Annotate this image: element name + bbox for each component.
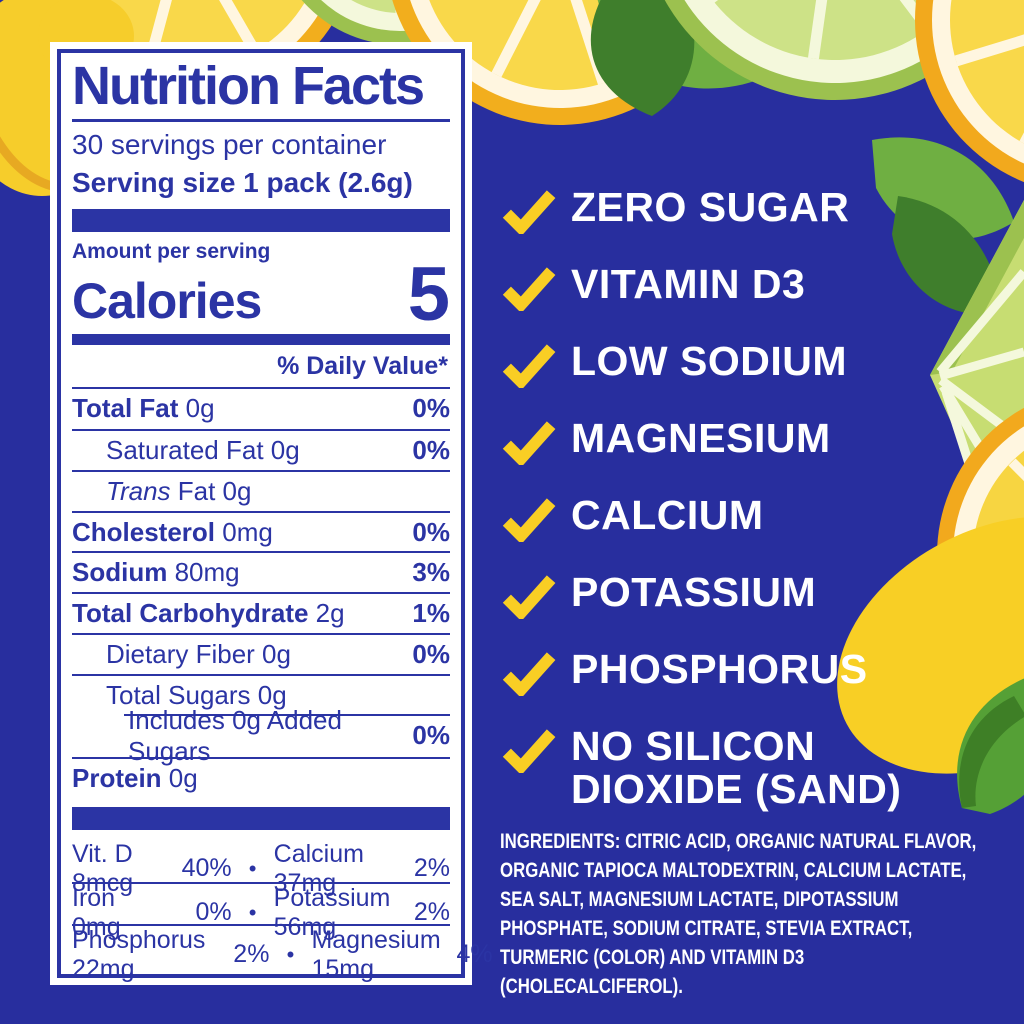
nutrient-row-protein: Protein 0g <box>72 757 450 798</box>
check-icon <box>502 652 556 696</box>
check-icon <box>502 267 556 311</box>
nutrient-row-cholesterol: Cholesterol 0mg 0% <box>72 510 450 552</box>
thick-bar <box>72 807 450 830</box>
nutrition-facts-title: Nutrition Facts <box>72 56 425 116</box>
nutrient-row-trans-fat: Trans Fat 0g <box>72 469 450 511</box>
medium-bar <box>72 334 450 345</box>
benefit-item: POTASSIUM <box>502 570 972 619</box>
benefit-item: MAGNESIUM <box>502 416 972 465</box>
calories-label: Calories <box>72 273 262 330</box>
lime-slice-icon <box>640 0 1024 100</box>
nutrition-facts-frame: Nutrition Facts 30 servings per containe… <box>57 49 493 983</box>
nutrient-row-saturated-fat: Saturated Fat 0g 0% <box>72 429 450 470</box>
benefit-item: CALCIUM <box>502 493 972 542</box>
amount-per-serving-label: Amount per serving <box>72 239 271 263</box>
leaf-icon <box>590 0 695 116</box>
nutrient-row-total-carbohydrate: Total Carbohydrate 2g 1% <box>72 592 450 633</box>
check-icon <box>502 344 556 388</box>
daily-value: 0% <box>412 393 450 424</box>
thick-bar <box>72 209 450 232</box>
micronutrient-row: Vit. D 8mcg 40% • Calcium 37mg 2% <box>72 839 450 897</box>
daily-value-header: % Daily Value* <box>72 345 450 389</box>
check-icon <box>502 498 556 542</box>
calories-row: Calories 5 <box>72 251 450 337</box>
nutrient-row-dietary-fiber: Dietary Fiber 0g 0% <box>72 632 450 674</box>
nutrient-row-sodium: Sodium 80mg 3% <box>72 551 450 592</box>
micronutrient-row: Iron 0mg 0% • Potassium 56mg 2% <box>72 881 450 941</box>
benefit-item: NO SILICON DIOXIDE (SAND) <box>502 724 972 812</box>
check-icon <box>502 190 556 234</box>
benefit-item: VITAMIN D3 <box>502 262 972 311</box>
nutrient-row-added-sugars: Includes 0g Added Sugars 0% <box>72 705 450 766</box>
divider <box>72 119 450 122</box>
benefits-list: ZERO SUGAR VITAMIN D3 LOW SODIUM MAGNESI… <box>502 185 972 812</box>
nutrient-row-total-fat: Total Fat 0g 0% <box>72 393 450 424</box>
check-icon <box>502 729 556 773</box>
ingredients-text: INGREDIENTS: CITRIC ACID, ORGANIC NATURA… <box>500 830 977 998</box>
bullet-separator: • <box>286 941 295 967</box>
leaf-icon <box>597 0 788 89</box>
ingredients-label: INGREDIENTS: <box>500 830 621 853</box>
daily-value: 3% <box>412 557 450 588</box>
nutrition-facts-panel: Nutrition Facts 30 servings per containe… <box>50 42 493 985</box>
micronutrient-table: Vit. D 8mcg 40% • Calcium 37mg 2% Iron 0… <box>72 839 493 983</box>
daily-value: 0% <box>412 638 450 669</box>
benefit-item: PHOSPHORUS <box>502 647 972 696</box>
daily-value: 0% <box>412 435 450 466</box>
benefit-item: ZERO SUGAR <box>502 185 972 234</box>
check-icon <box>502 421 556 465</box>
servings-per-container: 30 servings per container <box>72 128 387 160</box>
lime-slice-icon <box>301 0 499 45</box>
bullet-separator: • <box>248 855 257 881</box>
micronutrient-row: Phosphorus 22mg 2% • Magnesium 15mg 4% <box>72 923 493 983</box>
daily-value: 0% <box>412 720 450 751</box>
benefit-item: LOW SODIUM <box>502 339 972 388</box>
nutrient-row-total-sugars: Total Sugars 0g <box>72 673 450 715</box>
serving-size: Serving size 1 pack (2.6g) <box>72 167 413 199</box>
check-icon <box>502 575 556 619</box>
daily-value: 1% <box>412 598 450 629</box>
calories-value: 5 <box>407 251 450 337</box>
bullet-separator: • <box>248 899 257 925</box>
daily-value: 0% <box>412 516 450 547</box>
